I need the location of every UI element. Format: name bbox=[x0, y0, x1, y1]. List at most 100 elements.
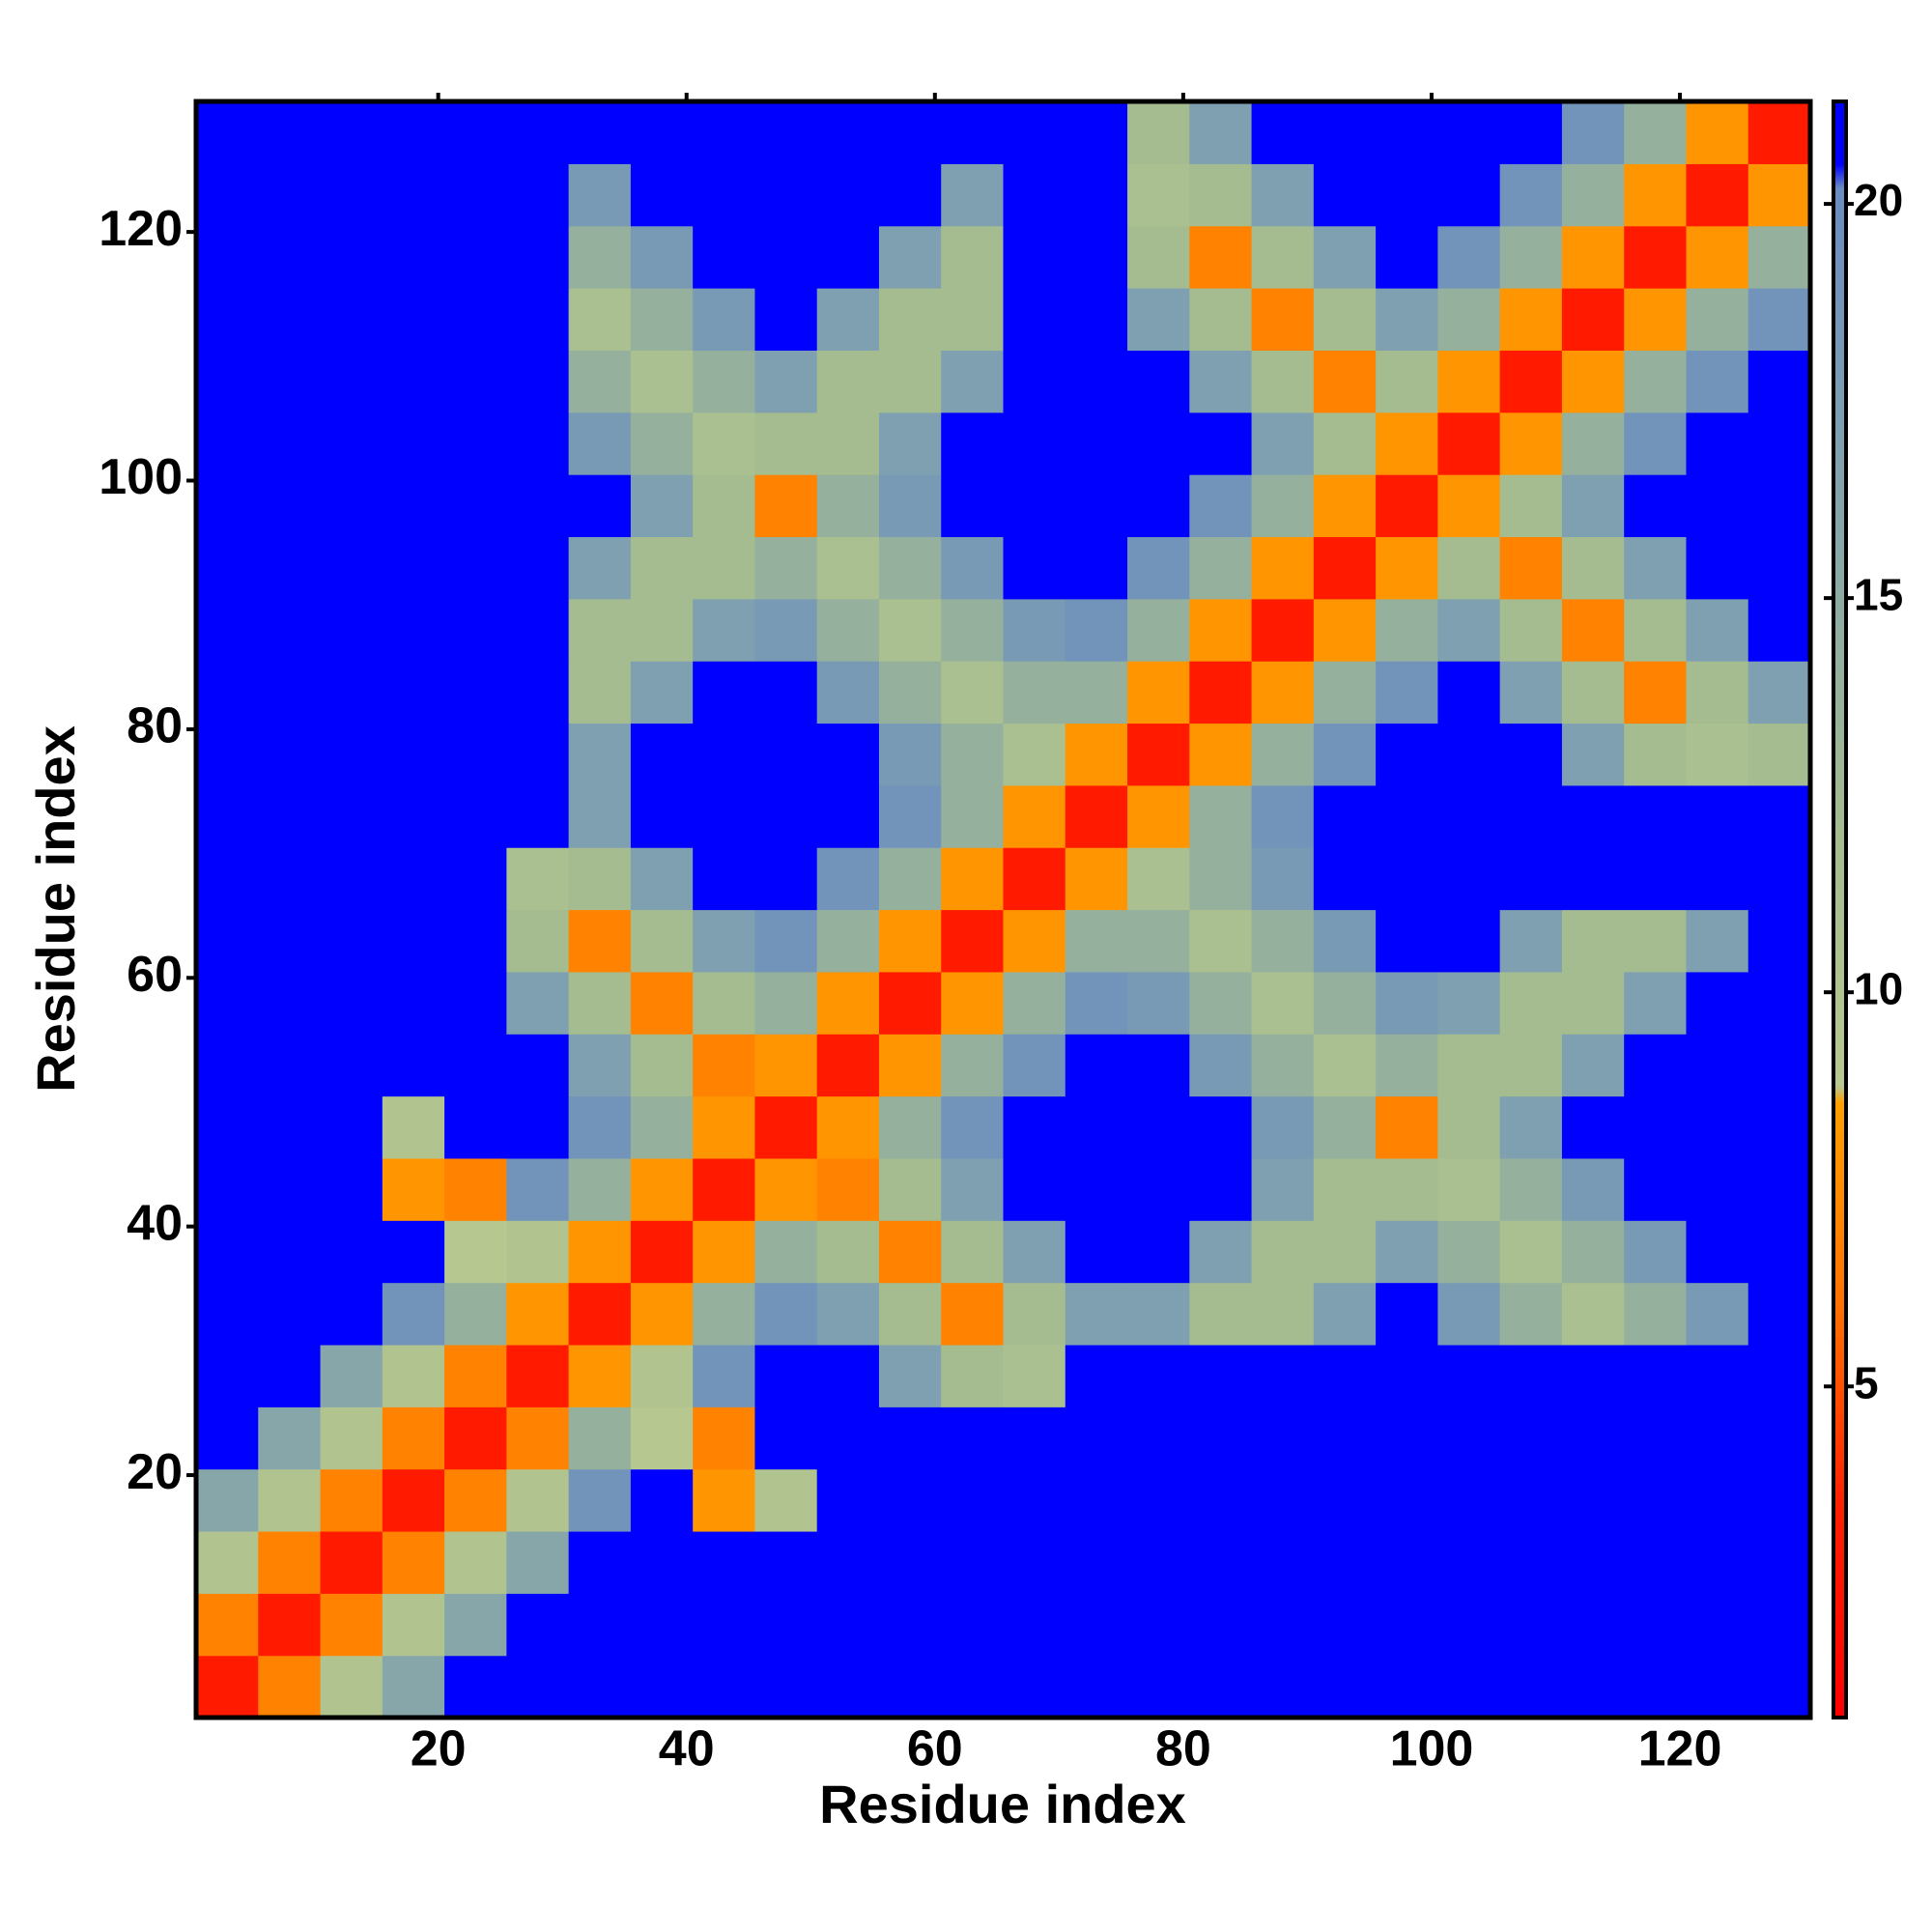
heatmap-cell bbox=[630, 101, 694, 164]
heatmap-cell bbox=[878, 101, 942, 164]
heatmap-cell bbox=[1624, 1282, 1688, 1346]
heatmap-cell bbox=[941, 1095, 1005, 1159]
heatmap-cell bbox=[1437, 288, 1501, 351]
heatmap-cell bbox=[693, 1034, 756, 1097]
heatmap-cell bbox=[1251, 1406, 1315, 1470]
heatmap-cell bbox=[506, 163, 570, 227]
heatmap-cell bbox=[1747, 847, 1811, 911]
heatmap-cell bbox=[320, 1593, 384, 1657]
heatmap-cell bbox=[1127, 1157, 1190, 1221]
heatmap-cell bbox=[1624, 1220, 1688, 1284]
heatmap-cell bbox=[1376, 350, 1438, 413]
heatmap-cell bbox=[1251, 474, 1315, 538]
heatmap-cell bbox=[1686, 971, 1749, 1035]
heatmap-cell bbox=[444, 1220, 507, 1284]
heatmap-cell bbox=[1003, 1034, 1066, 1097]
heatmap-cell bbox=[1747, 1282, 1811, 1346]
heatmap-cell bbox=[816, 1468, 880, 1532]
heatmap-cell bbox=[1065, 784, 1128, 848]
heatmap-cell bbox=[1747, 536, 1811, 600]
heatmap-cell bbox=[693, 1530, 756, 1594]
y-tick-label: 120 bbox=[99, 201, 183, 257]
heatmap-cell bbox=[1624, 1095, 1688, 1159]
heatmap-cell bbox=[1313, 1034, 1377, 1097]
heatmap-cell bbox=[1003, 536, 1066, 600]
heatmap-cell bbox=[506, 474, 570, 538]
heatmap-cell bbox=[196, 1220, 259, 1284]
heatmap-cell bbox=[568, 784, 632, 848]
heatmap-cell bbox=[196, 1034, 259, 1097]
heatmap-cell bbox=[1065, 1095, 1128, 1159]
heatmap-cell bbox=[1437, 474, 1501, 538]
heatmap-cell bbox=[320, 1468, 384, 1532]
heatmap-cell bbox=[693, 1095, 756, 1159]
heatmap-cell bbox=[693, 909, 756, 973]
heatmap-cell bbox=[1624, 350, 1688, 413]
heatmap-cell bbox=[754, 723, 818, 786]
heatmap-cell bbox=[258, 1655, 322, 1719]
heatmap-cell bbox=[754, 536, 818, 600]
heatmap-cell bbox=[1747, 598, 1811, 662]
heatmap-cell bbox=[1376, 847, 1438, 911]
heatmap-cell bbox=[1376, 1530, 1438, 1594]
heatmap-cell bbox=[878, 1034, 942, 1097]
heatmap-cell bbox=[941, 350, 1005, 413]
heatmap-cell bbox=[568, 1406, 632, 1470]
heatmap-cell bbox=[568, 474, 632, 538]
heatmap-cell bbox=[630, 1282, 694, 1346]
heatmap-cell bbox=[506, 661, 570, 724]
heatmap-cell bbox=[941, 847, 1005, 911]
heatmap-cell bbox=[630, 412, 694, 475]
heatmap-cell bbox=[693, 847, 756, 911]
heatmap-cell bbox=[1624, 1468, 1688, 1532]
heatmap-cell bbox=[754, 847, 818, 911]
heatmap-cell bbox=[1437, 784, 1501, 848]
heatmap-cell bbox=[1065, 1282, 1128, 1346]
heatmap-cell bbox=[1376, 1655, 1438, 1719]
heatmap-cell bbox=[630, 1157, 694, 1221]
heatmap-cell bbox=[630, 847, 694, 911]
heatmap-cell bbox=[630, 598, 694, 662]
heatmap-cell bbox=[1686, 661, 1749, 724]
heatmap-cell bbox=[878, 909, 942, 973]
heatmap-cell bbox=[630, 909, 694, 973]
heatmap-cell bbox=[1499, 1220, 1563, 1284]
heatmap-cell bbox=[506, 971, 570, 1035]
heatmap-cell bbox=[693, 1282, 756, 1346]
heatmap-cell bbox=[630, 536, 694, 600]
heatmap-cell bbox=[1499, 1530, 1563, 1594]
heatmap-cell bbox=[1189, 661, 1253, 724]
heatmap-cell bbox=[878, 723, 942, 786]
heatmap-cell bbox=[754, 225, 818, 289]
heatmap-cell bbox=[196, 1655, 259, 1719]
heatmap-cell bbox=[1376, 1344, 1438, 1407]
heatmap-cell bbox=[1499, 971, 1563, 1035]
heatmap-cell bbox=[1376, 1282, 1438, 1346]
heatmap-cell bbox=[1065, 1034, 1128, 1097]
heatmap-cell bbox=[878, 1220, 942, 1284]
heatmap-cell bbox=[1065, 163, 1128, 227]
heatmap-cell bbox=[1499, 1593, 1563, 1657]
heatmap-cell bbox=[1561, 1034, 1625, 1097]
heatmap-cell bbox=[506, 225, 570, 289]
heatmap-cell bbox=[1437, 101, 1501, 164]
heatmap-cell bbox=[816, 1157, 880, 1221]
heatmap-cell bbox=[320, 598, 384, 662]
heatmap-cell bbox=[754, 1530, 818, 1594]
heatmap-cell bbox=[1251, 163, 1315, 227]
heatmap-cell bbox=[754, 971, 818, 1035]
heatmap-cell bbox=[941, 225, 1005, 289]
heatmap-cell bbox=[1499, 909, 1563, 973]
heatmap-cell bbox=[878, 225, 942, 289]
heatmap-cell bbox=[816, 1655, 880, 1719]
heatmap-cell bbox=[1561, 784, 1625, 848]
x-tick-label: 20 bbox=[411, 1721, 467, 1777]
heatmap-cell bbox=[1747, 723, 1811, 786]
heatmap-cell bbox=[1499, 598, 1563, 662]
heatmap-cell bbox=[382, 1468, 445, 1532]
heatmap-cell bbox=[1747, 350, 1811, 413]
heatmap-cell bbox=[444, 1593, 507, 1657]
y-axis-label: Residue index bbox=[25, 725, 86, 1093]
